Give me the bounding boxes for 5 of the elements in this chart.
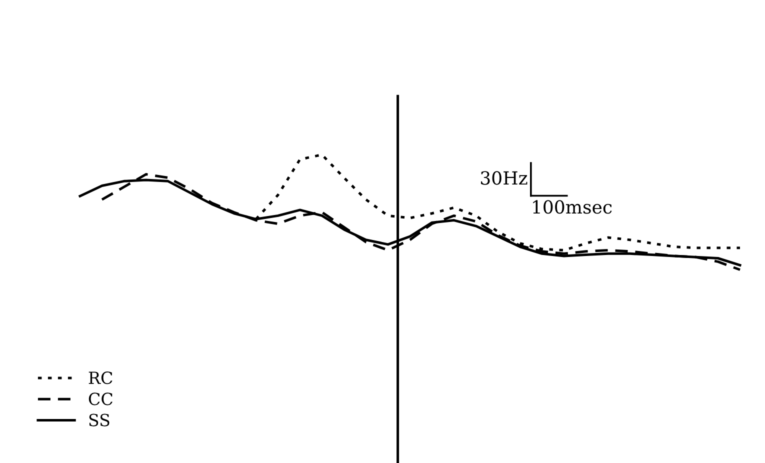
- legend-label: RC: [88, 372, 112, 384]
- annotation: 30Hz: [480, 171, 528, 185]
- legend-label: SS: [89, 414, 110, 426]
- annotation: 100msec: [533, 200, 612, 214]
- legend-label: CC: [88, 392, 112, 406]
